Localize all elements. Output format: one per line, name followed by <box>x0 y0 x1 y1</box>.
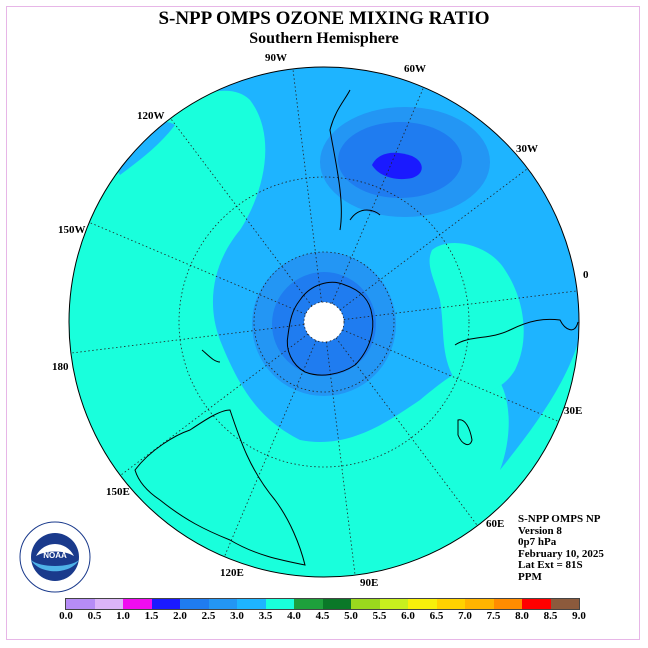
meridian-line <box>89 221 306 315</box>
noaa-logo: NOAA <box>19 521 91 593</box>
map-boundary <box>68 66 580 578</box>
colorbar-segment <box>180 599 209 609</box>
colorbar-segment <box>408 599 437 609</box>
colorbar-segment <box>322 599 351 609</box>
south-america-coast <box>329 89 381 231</box>
colorbar-tick-label: 8.5 <box>543 610 558 622</box>
colorbar-segment <box>123 599 152 609</box>
meridian-line <box>342 329 559 423</box>
meridian-line <box>343 290 578 320</box>
info-version: Version 8 <box>518 524 562 537</box>
colorbar-segment <box>465 599 494 609</box>
colorbar-segment <box>94 599 123 609</box>
colorbar-tick-label: 3.5 <box>258 610 273 622</box>
coastlines <box>134 89 579 566</box>
figure-frame <box>6 6 640 640</box>
lon-label-120w: 120W <box>137 110 165 122</box>
lon-label-120e: 120E <box>220 567 244 579</box>
meridian-line <box>292 68 322 303</box>
lon-label-60w: 60W <box>404 63 426 75</box>
info-instrument: S-NPP OMPS NP <box>518 513 601 525</box>
colorbar-tick-label: 7.5 <box>486 610 501 622</box>
lon-label-150w: 150W <box>58 224 86 236</box>
colorbar-tick-label: 2.5 <box>201 610 216 622</box>
madagascar-coast <box>457 419 473 446</box>
colorbar-segment <box>379 599 408 609</box>
antarctica-coast <box>286 281 374 376</box>
colorbar-tick-label: 6.0 <box>401 610 415 622</box>
colorbar-tick-label: 5.0 <box>344 610 358 622</box>
info-units: PPM <box>518 570 542 583</box>
colorbar-tick-label: 8.0 <box>515 610 529 622</box>
colorbar-segment <box>208 599 237 609</box>
lon-label-30e: 30E <box>564 405 582 417</box>
map-title: S-NPP OMPS OZONE MIXING RATIO <box>158 8 490 29</box>
colorbar-segment <box>151 599 180 609</box>
map-subtitle: Southern Hemisphere <box>249 30 399 47</box>
info-date: February 10, 2025 <box>518 547 604 560</box>
info-pressure: 0p7 hPa <box>518 536 557 549</box>
colorbar-tick-label: 0.5 <box>87 610 102 622</box>
contour-3-5-island <box>429 242 524 393</box>
colorbar-segment <box>237 599 266 609</box>
meridian-line <box>339 168 528 311</box>
info-lat-extent: Lat Ext = 81S <box>518 559 583 572</box>
graticule <box>178 176 470 468</box>
colorbar-segment <box>294 599 323 609</box>
colorbar-tick-label: 2.0 <box>173 610 187 622</box>
colorbar-segment <box>493 599 522 609</box>
meridian-line <box>223 340 317 557</box>
meridian-line <box>335 337 478 526</box>
colorbar-segment <box>550 599 579 609</box>
colorbar-ticks: 0.0 0.5 1.0 1.5 2.0 2.5 3.0 3.5 4.0 4.5 5.0 5.5 6.0 6… <box>59 610 586 624</box>
colorbar-tick-label: 9.0 <box>572 610 586 622</box>
lon-label-90e: 90E <box>360 577 378 589</box>
meridian-line <box>326 341 356 576</box>
ozone-field <box>69 67 579 577</box>
meridian-line <box>331 87 425 304</box>
colorbar-segment <box>436 599 465 609</box>
colorbar-tick-label: 6.5 <box>429 610 444 622</box>
info-block: S-NPP OMPS NP Version 8 0p7 hPa February… <box>518 513 604 584</box>
lon-label-60e: 60E <box>486 518 504 530</box>
pole-hole <box>304 302 344 342</box>
colorbar-tick-label: 1.5 <box>144 610 159 622</box>
meridian-line <box>70 324 305 354</box>
africa-coast <box>454 318 579 346</box>
colorbar-tick-label: 4.5 <box>315 610 330 622</box>
colorbar-segment <box>265 599 294 609</box>
meridians <box>70 68 578 576</box>
new-zealand-coast <box>201 349 221 363</box>
colorbar-segment <box>522 599 551 609</box>
contour-1-5-sa <box>372 152 422 180</box>
colorbar-tick-label: 4.0 <box>287 610 301 622</box>
lon-label-0: 0 <box>583 269 589 281</box>
lon-label-150e: 150E <box>106 486 130 498</box>
colorbar-tick-label: 7.0 <box>458 610 472 622</box>
colorbar <box>65 598 580 610</box>
colorbar-tick-label: 3.0 <box>230 610 244 622</box>
colorbar-tick-label: 0.0 <box>59 610 73 622</box>
lon-label-90w: 90W <box>265 52 287 64</box>
colorbar-tick-label: 1.0 <box>116 610 130 622</box>
colorbar-segment <box>66 599 95 609</box>
longitude-labels: 90W 60W 30W 0 30E 60E 90E 120E 150E 180 … <box>52 52 589 589</box>
noaa-logo-text: NOAA <box>43 551 67 560</box>
lon-label-180: 180 <box>52 361 69 373</box>
colorbar-segment <box>351 599 380 609</box>
lon-label-30w: 30W <box>516 143 538 155</box>
australia-coast <box>134 409 306 566</box>
colorbar-tick-label: 5.5 <box>372 610 387 622</box>
